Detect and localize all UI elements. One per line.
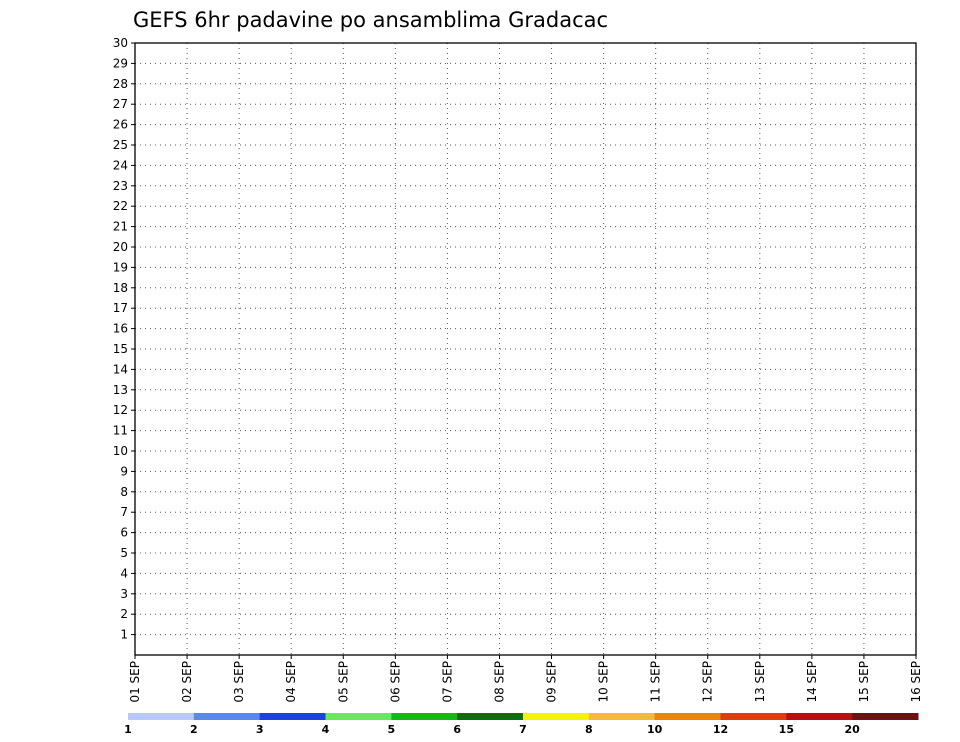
y-tick-label: 2 bbox=[120, 607, 128, 621]
y-tick-label: 16 bbox=[113, 322, 128, 336]
y-tick-label: 10 bbox=[113, 444, 128, 458]
x-tick-label: 05 SEP bbox=[336, 661, 350, 703]
y-tick-label: 30 bbox=[113, 36, 128, 50]
y-tick-label: 5 bbox=[120, 546, 128, 560]
colorbar-segment bbox=[457, 713, 524, 720]
colorbar-segment bbox=[325, 713, 392, 720]
y-tick-label: 13 bbox=[113, 383, 128, 397]
x-tick-label: 13 SEP bbox=[753, 661, 767, 703]
chart-title: GEFS 6hr padavine po ansamblima Gradacac bbox=[133, 8, 608, 32]
x-tick-label: 06 SEP bbox=[388, 661, 402, 703]
x-tick-label: 09 SEP bbox=[545, 661, 559, 703]
y-tick-label: 17 bbox=[113, 301, 128, 315]
x-tick-label: 12 SEP bbox=[701, 661, 715, 703]
y-tick-label: 22 bbox=[113, 199, 128, 213]
colorbar-label: 20 bbox=[845, 723, 861, 736]
colorbar-segment bbox=[786, 713, 853, 720]
y-tick-label: 12 bbox=[113, 403, 128, 417]
x-axis-ticks: 01 SEP 02 SEP 03 SEP 04 SEP 05 SEP 06 SEP 07 S… bbox=[128, 655, 923, 703]
y-tick-label: 3 bbox=[120, 587, 128, 601]
y-tick-label: 24 bbox=[113, 158, 128, 172]
colorbar-segment bbox=[128, 713, 195, 720]
x-tick-label: 11 SEP bbox=[649, 661, 663, 703]
x-tick-label: 08 SEP bbox=[492, 661, 506, 703]
y-tick-label: 18 bbox=[113, 281, 128, 295]
colorbar-label: 6 bbox=[453, 723, 461, 736]
colorbar: 1 2 3 4 5 6 7 8 10 12 15 20 bbox=[124, 713, 919, 736]
x-tick-label: 15 SEP bbox=[857, 661, 871, 703]
y-tick-label: 15 bbox=[113, 342, 128, 356]
x-tick-label: 10 SEP bbox=[597, 661, 611, 703]
colorbar-segment bbox=[588, 713, 656, 720]
colorbar-label: 2 bbox=[190, 723, 198, 736]
x-tick-label: 02 SEP bbox=[180, 661, 194, 703]
x-tick-label: 04 SEP bbox=[284, 661, 298, 703]
y-tick-label: 8 bbox=[120, 485, 128, 499]
y-axis-ticks: 1234567891011121314151617181920212223242… bbox=[113, 36, 135, 642]
y-tick-label: 28 bbox=[113, 77, 128, 91]
colorbar-segment bbox=[391, 713, 458, 720]
colorbar-label: 4 bbox=[322, 723, 330, 736]
y-tick-label: 23 bbox=[113, 179, 128, 193]
x-tick-label: 14 SEP bbox=[805, 661, 819, 703]
colorbar-label: 12 bbox=[713, 723, 728, 736]
y-tick-label: 4 bbox=[120, 566, 128, 580]
y-tick-label: 6 bbox=[120, 526, 128, 540]
x-tick-label: 03 SEP bbox=[232, 661, 246, 703]
colorbar-label: 5 bbox=[388, 723, 396, 736]
y-tick-label: 9 bbox=[120, 464, 128, 478]
colorbar-label: 8 bbox=[585, 723, 593, 736]
colorbar-label: 15 bbox=[779, 723, 794, 736]
colorbar-segment bbox=[259, 713, 326, 720]
colorbar-label: 1 bbox=[124, 723, 132, 736]
colorbar-segment bbox=[193, 713, 261, 720]
colorbar-label: 3 bbox=[256, 723, 264, 736]
x-tick-label: 01 SEP bbox=[128, 661, 142, 703]
y-tick-label: 11 bbox=[113, 424, 128, 438]
colorbar-segment bbox=[852, 713, 919, 720]
colorbar-segment bbox=[654, 713, 721, 720]
y-tick-label: 19 bbox=[113, 260, 128, 274]
grid-lines bbox=[135, 42, 916, 655]
y-tick-label: 7 bbox=[120, 505, 128, 519]
y-tick-label: 20 bbox=[113, 240, 128, 254]
y-tick-label: 21 bbox=[113, 220, 128, 234]
colorbar-label: 7 bbox=[519, 723, 527, 736]
colorbar-segment bbox=[523, 713, 590, 720]
y-tick-label: 27 bbox=[113, 97, 128, 111]
colorbar-segment bbox=[720, 713, 787, 720]
y-tick-label: 14 bbox=[113, 362, 128, 376]
y-tick-label: 1 bbox=[120, 628, 128, 642]
y-tick-label: 26 bbox=[113, 118, 128, 132]
colorbar-label: 10 bbox=[647, 723, 663, 736]
x-tick-label: 16 SEP bbox=[909, 661, 923, 703]
y-tick-label: 25 bbox=[113, 138, 128, 152]
y-tick-label: 29 bbox=[113, 56, 128, 70]
x-tick-label: 07 SEP bbox=[440, 661, 454, 703]
